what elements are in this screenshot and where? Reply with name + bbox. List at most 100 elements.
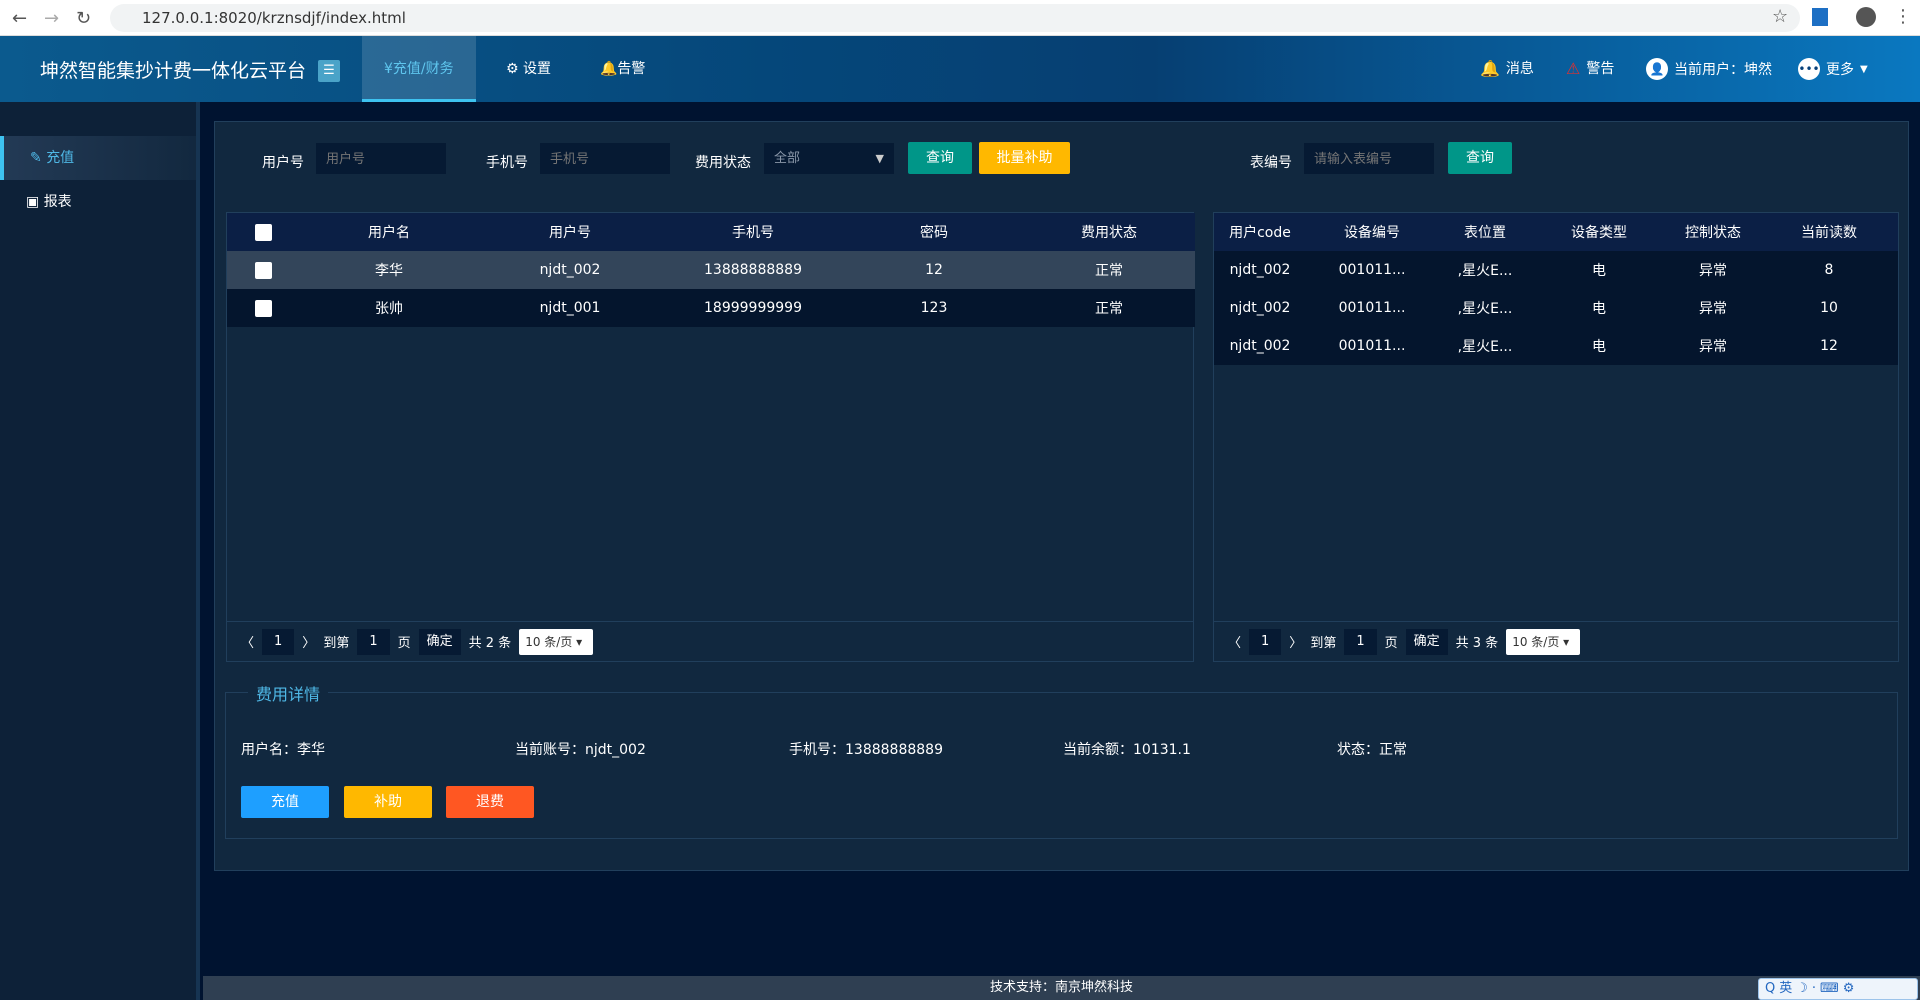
column-header[interactable]: 设备类型 [1571, 225, 1627, 241]
cell: njdt_002 [1229, 262, 1291, 278]
ime-toolbar[interactable]: Q英☽·⌨⚙ [1758, 978, 1918, 1000]
next-page-icon[interactable]: 〉 [302, 636, 316, 651]
ime-tools-icon: ☽·⌨⚙ [1796, 981, 1859, 996]
meter-query-button[interactable]: 查询 [1448, 142, 1512, 174]
cell: 电 [1592, 301, 1606, 317]
messages-label: 消息 [1505, 61, 1534, 77]
cell: 13888888889 [704, 262, 802, 278]
back-icon[interactable]: ← [12, 8, 28, 29]
fee-status-select[interactable]: 全部 ▼ [764, 143, 894, 174]
table-row[interactable]: 李华 njdt_002 13888888889 12 正常 [227, 251, 1195, 289]
cell: 001011... [1338, 300, 1406, 316]
tab-alarms[interactable]: 🔔告警 [600, 61, 646, 77]
goto-label: 到第 [323, 636, 350, 651]
current-user-label: 当前用户：坤然 [1674, 62, 1772, 78]
meter-no-input[interactable] [1304, 143, 1434, 174]
sidebar-item-recharge[interactable]: ✎ 充值 [0, 136, 196, 180]
alerts-link[interactable]: ⚠ 警告 [1566, 58, 1614, 78]
batch-subsidy-button[interactable]: 批量补助 [979, 142, 1070, 174]
fee-details-legend: 费用详情 [248, 681, 329, 705]
sidebar-item-reports[interactable]: ▣ 报表 [0, 180, 196, 224]
column-header[interactable]: 设备编号 [1344, 225, 1400, 241]
refund-button[interactable]: 退费 [446, 786, 534, 818]
cell: njdt_002 [539, 262, 601, 278]
bookmark-star-icon[interactable]: ☆ [1772, 6, 1789, 27]
alerts-label: 警告 [1586, 61, 1615, 77]
caret-down-icon: ▼ [1860, 63, 1868, 75]
tab-settings[interactable]: ⚙ 设置 [506, 61, 552, 77]
user-no-label: 用户号 [262, 155, 304, 171]
cell: 18999999999 [704, 300, 802, 316]
profile-icon[interactable] [1856, 7, 1876, 27]
page-number[interactable]: 1 [262, 628, 295, 655]
sidebar-item-label: 充值 [46, 150, 75, 166]
cell: ,星火E... [1457, 339, 1513, 355]
fee-username: 用户名：李华 [241, 742, 325, 758]
messages-link[interactable]: 🔔 消息 [1480, 58, 1534, 78]
cell: 张帅 [375, 301, 403, 317]
select-all-checkbox[interactable] [254, 223, 272, 241]
column-header[interactable]: 用户名 [368, 225, 410, 241]
goto-page-input[interactable]: 1 [1344, 628, 1377, 655]
tab-recharge-finance[interactable]: ¥充值/财务 [362, 36, 476, 102]
reload-icon[interactable]: ↻ [76, 8, 92, 29]
column-header[interactable]: 费用状态 [1081, 225, 1137, 241]
recharge-button[interactable]: 充值 [241, 786, 329, 818]
column-header[interactable]: 表位置 [1464, 225, 1506, 241]
phone-input[interactable] [540, 143, 670, 174]
column-header[interactable]: 控制状态 [1685, 225, 1741, 241]
browser-toolbar: ← → ↻ 127.0.0.1:8020/krznsdjf/index.html… [0, 0, 1920, 36]
cell: njdt_001 [539, 300, 601, 316]
fee-details: 费用详情 用户名：李华 当前账号：njdt_002 手机号：1388888888… [225, 681, 1898, 839]
table-row[interactable]: njdt_002 001011... ,星火E... 电 异常 10 [1214, 289, 1898, 327]
table-row[interactable]: njdt_002 001011... ,星火E... 电 异常 8 [1214, 251, 1898, 289]
app-title: 坤然智能集抄计费一体化云平台 [40, 60, 307, 82]
column-header[interactable]: 用户code [1229, 225, 1291, 241]
menu-toggle-icon[interactable]: ☰ [318, 60, 340, 82]
current-user[interactable]: 👤 当前用户：坤然 [1646, 58, 1772, 80]
page-size-select[interactable]: 10 条/页 ▾ [519, 628, 594, 655]
column-header[interactable]: 手机号 [732, 225, 774, 241]
browser-menu-icon[interactable]: ⋮ [1894, 6, 1912, 27]
next-page-icon[interactable]: 〉 [1289, 636, 1303, 651]
confirm-page-button[interactable]: 确定 [418, 628, 461, 655]
user-no-input[interactable] [316, 143, 446, 174]
address-bar[interactable]: 127.0.0.1:8020/krznsdjf/index.html [110, 4, 1800, 32]
ime-mode[interactable]: 英 [1779, 981, 1797, 996]
column-header[interactable]: 密码 [920, 225, 948, 241]
column-header[interactable]: 用户号 [549, 225, 591, 241]
cell: 异常 [1699, 263, 1727, 279]
meter-no-label: 表编号 [1250, 155, 1292, 171]
prev-page-icon[interactable]: 〈 [241, 636, 255, 651]
table-row[interactable]: njdt_002 001011... ,星火E... 电 异常 12 [1214, 327, 1898, 365]
forward-icon[interactable]: → [44, 8, 60, 29]
cell: 异常 [1699, 301, 1727, 317]
query-button[interactable]: 查询 [908, 142, 972, 174]
cell: 电 [1592, 339, 1606, 355]
total-count: 共 3 条 [1455, 636, 1499, 651]
column-header[interactable]: 当前读数 [1801, 225, 1857, 241]
more-menu[interactable]: ••• 更多 ▼ [1798, 58, 1868, 80]
page-number[interactable]: 1 [1249, 628, 1282, 655]
cell: njdt_002 [1229, 300, 1291, 316]
confirm-page-button[interactable]: 确定 [1405, 628, 1448, 655]
subsidy-button[interactable]: 补助 [344, 786, 432, 818]
prev-page-icon[interactable]: 〈 [1228, 636, 1242, 651]
meter-table: 用户code 设备编号 表位置 设备类型 控制状态 当前读数 njdt_002 0… [1213, 212, 1899, 662]
row-checkbox[interactable] [254, 261, 272, 279]
row-checkbox[interactable] [254, 299, 272, 317]
cell: 电 [1592, 263, 1606, 279]
main-panel: 用户号 手机号 费用状态 全部 ▼ 查询 批量补助 表编号 查询 用户名 用户号 … [214, 121, 1909, 871]
goto-label: 到第 [1310, 636, 1337, 651]
app-header: 坤然智能集抄计费一体化云平台 ☰ ¥充值/财务 ⚙ 设置 🔔告警 🔔 消息 ⚠ 警告… [0, 36, 1920, 102]
goto-page-input[interactable]: 1 [357, 628, 390, 655]
page-size-value: 10 条/页 [525, 634, 573, 649]
pagination: 〈 1 〉 到第 1 页 确定 共 2 条 10 条/页 ▾ [227, 621, 1193, 661]
table-header: 用户code 设备编号 表位置 设备类型 控制状态 当前读数 [1214, 213, 1898, 251]
ime-logo-icon: Q [1765, 981, 1780, 996]
bell-icon: 🔔 [1480, 58, 1500, 78]
table-row[interactable]: 张帅 njdt_001 18999999999 123 正常 [227, 289, 1195, 327]
page-size-select[interactable]: 10 条/页 ▾ [1506, 628, 1581, 655]
extension-icon[interactable] [1812, 8, 1828, 26]
user-avatar-icon: 👤 [1646, 58, 1668, 80]
